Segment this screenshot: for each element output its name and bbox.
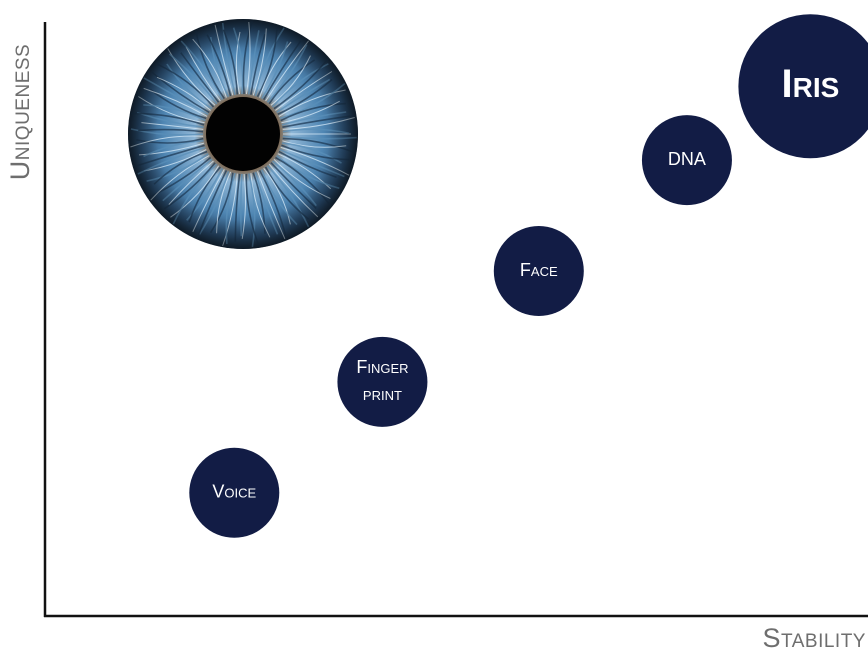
pupil [206, 97, 280, 171]
bubble-label-dna: DNA [668, 149, 706, 169]
bubble-series: Voice Finger print Face DNA Iris [189, 14, 868, 538]
bubble-fingerprint [337, 336, 428, 427]
bubble-label-fingerprint: Finger [356, 357, 408, 377]
y-axis-title: Uniqueness [5, 44, 35, 180]
x-axis-title: Stability [763, 623, 866, 653]
eye-iris-icon [128, 19, 358, 249]
bubble-voice [189, 447, 280, 538]
bubble-dna [641, 115, 732, 206]
bubble-label-voice: Voice [212, 482, 256, 502]
bubble-label-iris: Iris [781, 62, 839, 106]
bubble-label-face: Face [520, 260, 558, 280]
bubble-label-fingerprint: print [363, 384, 402, 404]
bubble-iris [738, 14, 868, 159]
bubble-face [493, 226, 584, 317]
